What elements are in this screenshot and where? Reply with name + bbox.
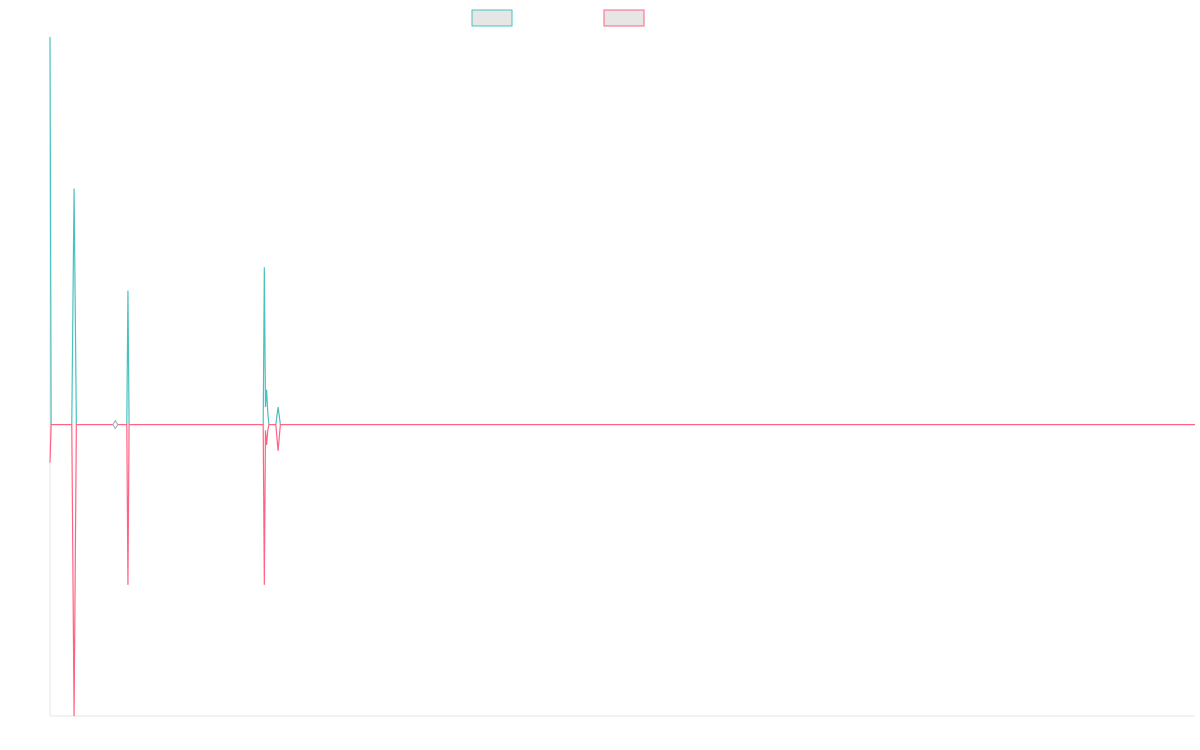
series-line-1 <box>49 36 1195 426</box>
legend-swatch-2[interactable] <box>603 9 645 27</box>
series-line-2 <box>49 423 1195 717</box>
series-layer <box>49 36 1195 717</box>
axes <box>49 37 1195 717</box>
data-point-marker <box>112 419 119 430</box>
legend[interactable] <box>471 9 645 27</box>
legend-swatch-1[interactable] <box>471 9 513 27</box>
